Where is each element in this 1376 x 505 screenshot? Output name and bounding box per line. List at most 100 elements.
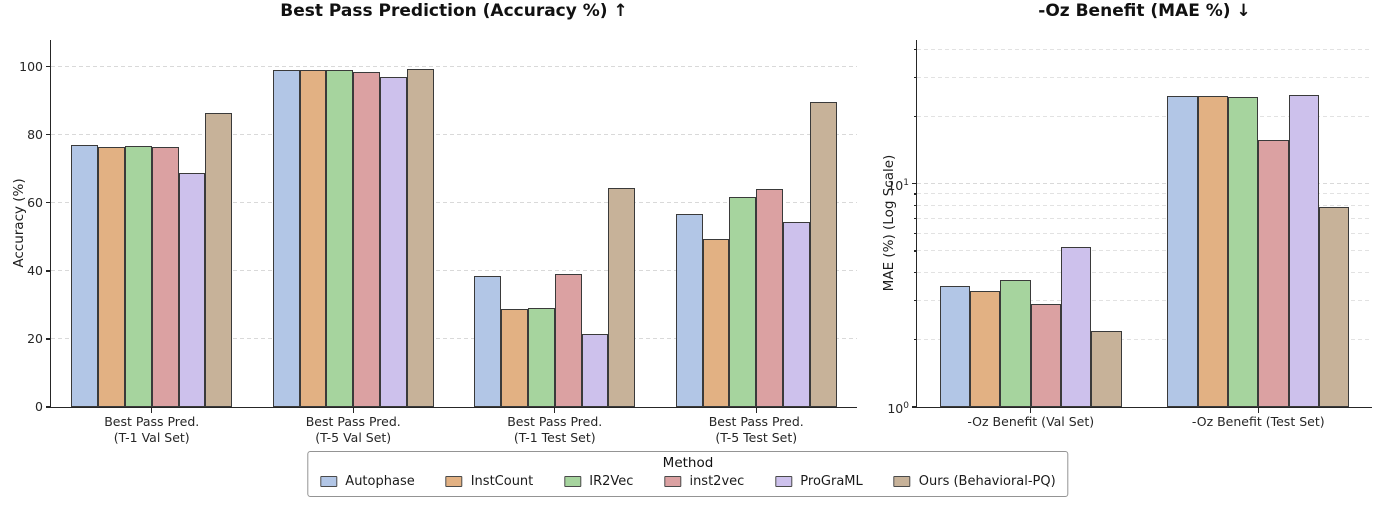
major-gridline [51,338,857,340]
y-minor-tick-mark [913,204,917,206]
bar-ours-behavioral-pq [1318,206,1350,407]
legend-entry: InstCount [445,474,534,489]
bar-instcount [702,239,730,407]
x-tick-mark [1257,407,1259,413]
minor-gridline [917,232,1372,234]
minor-gridline [917,204,1372,206]
y-tick-mark [46,202,51,204]
x-tick-mark [151,407,153,413]
y-tick-label: 101 [887,177,909,193]
y-minor-tick-mark [913,48,917,50]
major-gridline [51,202,857,204]
y-tick-label: 20 [27,330,43,346]
x-tick-mark [554,407,556,413]
legend-swatch [664,476,682,487]
y-tick-label: 60 [27,194,43,210]
bar-inst2vec [1258,139,1289,407]
y-tick-label: 40 [27,262,43,278]
bar-autophase [71,144,98,407]
minor-gridline [917,250,1372,252]
minor-gridline [917,115,1372,117]
y-minor-tick-mark [913,250,917,252]
minor-gridline [917,48,1372,50]
y-minor-tick-mark [913,193,917,195]
left-axis-spine [916,40,918,407]
minor-gridline [917,272,1372,274]
y-tick-mark [46,406,51,408]
major-gridline [51,270,857,272]
x-tick-label: Best Pass Pred. (T-5 Test Set) [708,414,804,445]
bar-ir2vec [1227,97,1259,407]
y-tick-mark [912,406,917,408]
bar-ours-behavioral-pq [205,112,233,407]
bar-ours-behavioral-pq [1091,330,1122,407]
minor-gridline [917,299,1372,301]
bar-instcount [1197,95,1228,407]
y-tick-exponent: 0 [903,401,909,411]
y-tick-label: 80 [27,126,43,142]
bar-ir2vec [326,69,354,407]
bar-ir2vec [124,145,152,407]
bar-inst2vec [151,146,179,407]
bar-programl [380,77,407,407]
minor-gridline [917,339,1372,341]
accuracy-plot-area: 0 20 40 60 80 100 Best Pass Pred. (T-1 Val Set… [19,40,857,445]
x-tick-label: -Oz Benefit (Val Set) [967,414,1095,429]
mae-plot-area: 100 101 -Oz Benefit (Val Set) -Oz Benefit (… [887,40,1372,429]
legend-entry: IR2Vec [564,474,633,489]
bar-inst2vec [353,72,381,407]
legend-entry: Autophase [320,474,415,489]
legend-swatch [320,476,338,487]
legend-entry: Ours (Behavioral-PQ) [893,474,1056,489]
legend-entry: inst2vec [664,474,744,489]
bar-programl [783,221,810,407]
y-tick-exponent: 1 [903,177,909,188]
bar-instcount [970,291,1001,407]
bar-instcount [299,70,327,407]
legend: Method Autophase InstCount IR2Vec inst2vec P… [307,451,1069,497]
legend-entry-label: InstCount [470,474,534,489]
bar-inst2vec [554,273,582,407]
bottom-axis-spine [50,406,857,408]
legend-swatch [564,476,582,487]
accuracy-y-axis-label: Accuracy (%) [11,178,27,268]
x-tick-label: Best Pass Pred. (T-1 Test Set) [507,414,603,445]
bar-inst2vec [1030,303,1062,407]
x-tick-label: Best Pass Pred. (T-1 Val Set) [104,414,200,445]
y-minor-tick-mark [913,76,917,78]
y-tick-mark [46,65,51,68]
bar-ir2vec [527,308,555,407]
bar-autophase [474,275,501,407]
y-tick-mark [912,183,917,185]
legend-entry-label: inst2vec [689,474,745,489]
bar-instcount [98,147,125,407]
bar-autophase [675,213,703,407]
y-tick-label: 100 [887,401,909,417]
x-tick-mark [755,407,757,413]
y-minor-tick-mark [913,272,917,274]
left-axis-spine [50,40,52,407]
bottom-axis-spine [916,406,1372,408]
bar-inst2vec [756,189,784,407]
bar-autophase [272,69,300,407]
x-tick-mark [1030,407,1032,413]
bar-programl [1288,95,1319,407]
bar-ir2vec [1000,280,1031,407]
mae-chart-title: -Oz Benefit (MAE %) ↓ [1038,1,1251,21]
minor-gridline [917,76,1372,78]
y-minor-tick-mark [913,339,917,341]
legend-swatch [445,476,463,487]
minor-gridline [917,193,1372,195]
major-gridline [917,183,1372,185]
y-minor-tick-mark [913,299,917,302]
legend-title: Method [662,455,714,471]
major-gridline [51,66,857,68]
accuracy-chart-title: Best Pass Prediction (Accuracy %) ↑ [280,1,628,21]
x-tick-label: Best Pass Pred. (T-5 Val Set) [305,414,401,445]
x-tick-mark [352,407,354,413]
bar-ir2vec [729,196,757,407]
legend-entry-label: Autophase [345,474,415,489]
legend-entry: ProGraML [775,474,863,489]
bar-programl [178,173,206,407]
